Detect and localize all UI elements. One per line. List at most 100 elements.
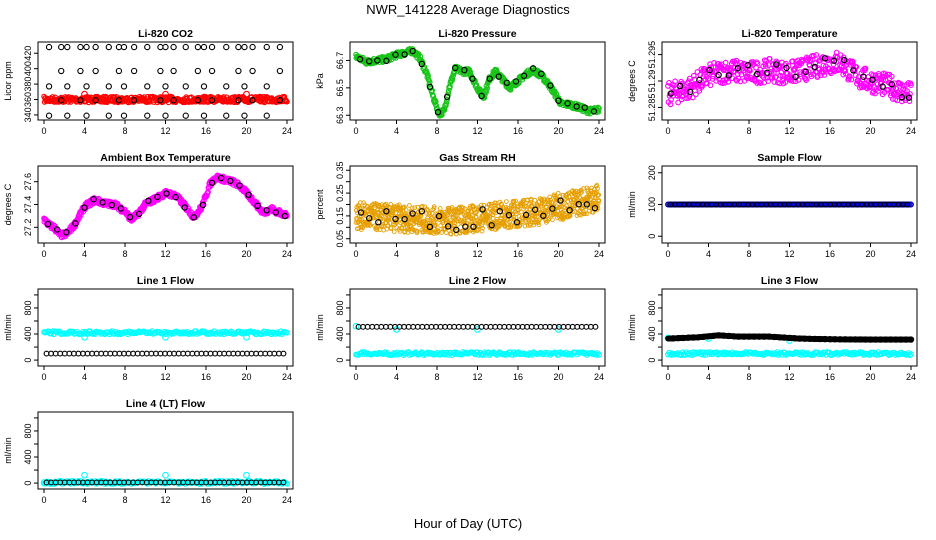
panel-title: Gas Stream RH bbox=[439, 152, 515, 164]
data-point bbox=[157, 43, 164, 51]
data-point bbox=[445, 92, 451, 99]
series-red bbox=[41, 93, 290, 106]
data-point bbox=[706, 66, 713, 74]
data-point bbox=[83, 43, 90, 51]
data-point bbox=[888, 81, 895, 88]
data-point bbox=[532, 197, 538, 203]
data-point bbox=[520, 72, 528, 79]
data-point bbox=[730, 68, 737, 75]
data-point bbox=[162, 83, 169, 90]
x-tick-label: 8 bbox=[746, 372, 751, 382]
x-tick-label: 20 bbox=[553, 249, 563, 259]
data-point bbox=[284, 98, 290, 105]
y-tick-label: 800 bbox=[23, 300, 33, 315]
x-tick-label: 0 bbox=[353, 372, 358, 382]
x-tick-label: 24 bbox=[594, 372, 604, 382]
data-point bbox=[814, 72, 821, 79]
data-point bbox=[773, 58, 780, 65]
x-tick-label: 16 bbox=[201, 126, 211, 136]
data-point bbox=[77, 67, 84, 75]
x-tick-label: 12 bbox=[784, 249, 794, 259]
data-point bbox=[725, 78, 732, 85]
data-point bbox=[208, 67, 216, 75]
data-point bbox=[696, 88, 703, 94]
data-point bbox=[120, 112, 128, 119]
x-tick-label: 20 bbox=[865, 372, 875, 382]
data-point bbox=[555, 97, 562, 104]
data-point bbox=[130, 97, 138, 104]
data-point bbox=[144, 43, 151, 51]
y-tick-label: 0.15 bbox=[335, 207, 345, 225]
data-point bbox=[869, 76, 876, 83]
y-tick-label: 51.295 bbox=[647, 41, 657, 69]
data-point bbox=[157, 67, 164, 75]
y-tick-label: 400 bbox=[647, 327, 657, 342]
data-point bbox=[802, 68, 809, 76]
x-tick-label: 0 bbox=[353, 249, 358, 259]
y-axis-label: ml/min bbox=[315, 314, 325, 341]
x-tick-label: 12 bbox=[784, 372, 794, 382]
x-tick-label: 16 bbox=[201, 249, 211, 259]
x-tick-label: 16 bbox=[513, 372, 523, 382]
data-point bbox=[418, 60, 426, 68]
data-point bbox=[872, 72, 879, 78]
data-point bbox=[194, 67, 202, 75]
data-point bbox=[452, 64, 459, 72]
y-tick-label: 51.29 bbox=[647, 70, 657, 93]
x-tick-label: 4 bbox=[82, 372, 87, 382]
data-point bbox=[773, 61, 780, 68]
data-point bbox=[725, 72, 732, 79]
data-point bbox=[692, 91, 699, 98]
data-point bbox=[144, 112, 151, 119]
data-point bbox=[792, 73, 799, 80]
data-point bbox=[383, 57, 390, 65]
panel-title: Li-820 Temperature bbox=[741, 28, 837, 40]
data-point bbox=[144, 83, 151, 90]
data-point bbox=[790, 78, 796, 85]
data-point bbox=[754, 60, 761, 67]
x-tick-label: 4 bbox=[82, 249, 87, 259]
y-axis-label: degrees C bbox=[627, 60, 637, 102]
x-tick-label: 24 bbox=[906, 126, 916, 136]
data-point bbox=[869, 89, 876, 96]
x-tick-label: 20 bbox=[865, 249, 875, 259]
y-tick-label: 100 bbox=[647, 197, 657, 212]
data-point bbox=[596, 105, 602, 112]
data-point bbox=[729, 75, 736, 82]
x-tick-label: 20 bbox=[553, 126, 563, 136]
data-point bbox=[905, 94, 913, 101]
panel-title: Li-820 Pressure bbox=[438, 28, 516, 40]
x-tick-label: 0 bbox=[41, 126, 46, 136]
data-point bbox=[564, 100, 571, 107]
data-point bbox=[391, 229, 397, 234]
data-point bbox=[157, 97, 164, 104]
data-point bbox=[590, 108, 598, 115]
y-axis-label: Licor ppm bbox=[3, 61, 13, 101]
data-point bbox=[810, 53, 817, 59]
series-blue bbox=[665, 201, 914, 208]
y-tick-label: 0.05 bbox=[335, 230, 345, 248]
data-point bbox=[374, 57, 381, 64]
x-tick-label: 0 bbox=[41, 249, 46, 259]
x-tick-label: 24 bbox=[906, 249, 916, 259]
data-point bbox=[241, 43, 248, 51]
data-point bbox=[813, 52, 820, 58]
data-point bbox=[64, 83, 71, 90]
y-tick-label: 380 bbox=[23, 77, 33, 92]
x-tick-label: 4 bbox=[706, 126, 711, 136]
data-point bbox=[92, 43, 99, 51]
data-point bbox=[115, 67, 123, 75]
data-point bbox=[130, 67, 138, 75]
data-point bbox=[581, 104, 589, 111]
data-point bbox=[715, 71, 722, 79]
data-point bbox=[850, 67, 857, 74]
data-point bbox=[223, 112, 230, 119]
data-point bbox=[672, 78, 678, 85]
data-point bbox=[830, 57, 838, 64]
data-point bbox=[853, 64, 860, 70]
data-point bbox=[461, 66, 468, 74]
data-point bbox=[760, 74, 767, 81]
data-point bbox=[49, 94, 56, 100]
data-point bbox=[263, 43, 270, 51]
